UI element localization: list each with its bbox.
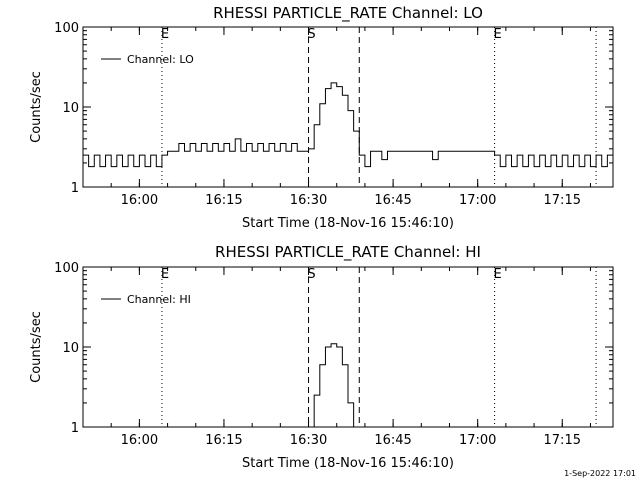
legend-label: Channel: LO [127, 53, 194, 66]
footer-timestamp: 1-Sep-2022 17:01 [564, 469, 636, 478]
y-tick-label: 1 [71, 421, 79, 436]
y-tick-label: 100 [54, 261, 79, 276]
legend: Channel: HI [101, 293, 191, 306]
event-marker-label: E [493, 267, 501, 282]
y-ticks: 1 10 100 [54, 21, 613, 196]
x-axis-label: Start Time (18-Nov-16 15:46:10) [242, 216, 454, 231]
event-marker-label: E [493, 27, 501, 42]
legend: Channel: LO [101, 53, 194, 66]
event-marker-label: E [161, 267, 169, 282]
x-tick-label: 17:00 [459, 193, 496, 208]
x-tick-label: 17:15 [544, 193, 581, 208]
event-marker-label: S [307, 27, 315, 42]
y-tick-label: 100 [54, 21, 79, 36]
event-marker-label: S [307, 267, 315, 282]
series-line [313, 343, 355, 427]
x-tick-label: 16:45 [374, 193, 411, 208]
series-line [83, 82, 613, 168]
x-tick-label: 16:00 [121, 193, 158, 208]
x-tick-label: 16:15 [205, 193, 242, 208]
x-tick-label: 17:00 [459, 433, 496, 448]
legend-label: Channel: HI [127, 293, 191, 306]
x-tick-label: 16:45 [374, 433, 411, 448]
panel-2: RHESSI PARTICLE_RATE Channel: HI11010016… [29, 243, 614, 471]
y-axis-label: Counts/sec [29, 311, 44, 383]
x-tick-label: 17:15 [544, 433, 581, 448]
y-tick-label: 10 [62, 341, 79, 356]
x-axis-label: Start Time (18-Nov-16 15:46:10) [242, 456, 454, 471]
x-ticks: 16:00 16:15 16:30 16:45 17:00 17:15 [82, 267, 591, 448]
y-tick-label: 10 [62, 101, 79, 116]
chart-title: RHESSI PARTICLE_RATE Channel: HI [215, 243, 481, 262]
event-marker-label: E [161, 27, 169, 42]
panel-1: RHESSI PARTICLE_RATE Channel: LO11010016… [29, 4, 614, 231]
y-tick-label: 1 [71, 181, 79, 196]
x-tick-label: 16:30 [290, 433, 327, 448]
y-ticks: 1 10 100 [54, 261, 613, 436]
chart-title: RHESSI PARTICLE_RATE Channel: LO [213, 4, 483, 23]
x-ticks: 16:00 16:15 16:30 16:45 17:00 17:15 [82, 27, 591, 208]
x-tick-label: 16:15 [205, 433, 242, 448]
y-axis-label: Counts/sec [29, 71, 44, 143]
x-tick-label: 16:30 [290, 193, 327, 208]
x-tick-label: 16:00 [121, 433, 158, 448]
